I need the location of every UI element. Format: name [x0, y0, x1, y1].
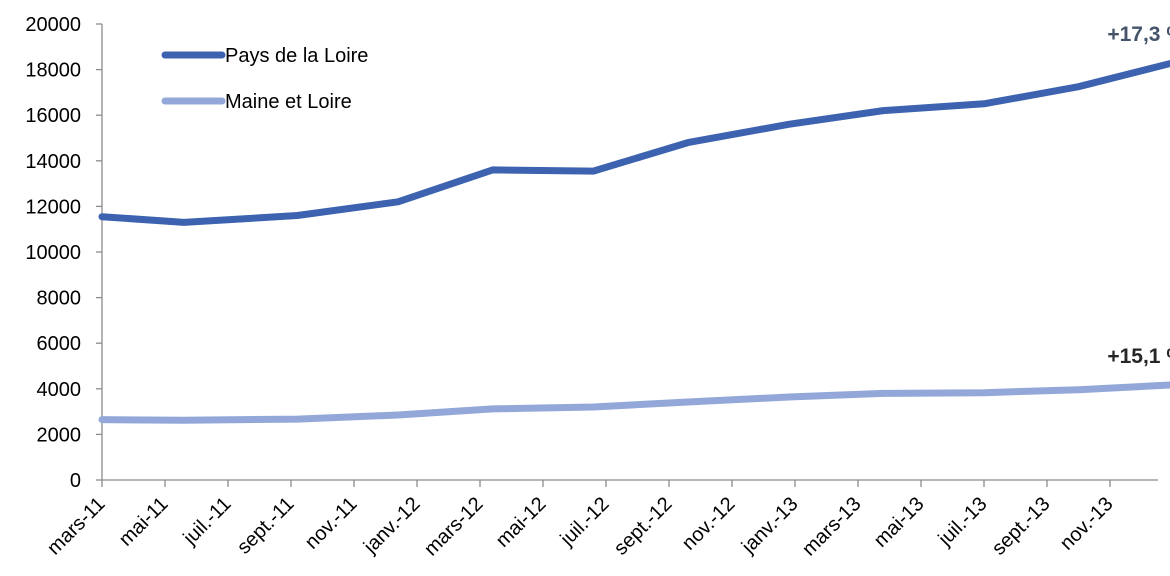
x-tick-label: janv.-13	[737, 493, 803, 559]
series-annotation-1: +15,1 %	[1107, 345, 1170, 368]
x-tick-label: sept.-13	[988, 493, 1055, 560]
y-tick-label: 4000	[37, 379, 82, 401]
x-tick-label: nov.-12	[678, 493, 740, 555]
y-tick-label: 20000	[25, 14, 81, 36]
y-tick-label: 16000	[25, 105, 81, 127]
y-axis: 0 2000 4000 6000 8000 10000 12000 14000 16000 180…	[25, 14, 103, 492]
x-tick-label: sept.-11	[233, 493, 299, 559]
y-tick-label: 6000	[37, 333, 82, 355]
y-tick-label: 10000	[25, 242, 81, 264]
series-layer	[98, 59, 1170, 424]
series-annotation-0: +17,3 %	[1107, 23, 1170, 46]
legend-label-1: Maine et Loire	[225, 91, 352, 113]
y-tick-label: 2000	[37, 424, 82, 446]
x-tick-label: sept.-12	[610, 493, 677, 560]
x-tick-label: mai-11	[115, 493, 173, 551]
y-tick-label: 12000	[25, 196, 81, 218]
x-tick-label: mars-13	[798, 493, 865, 560]
series-line-1	[98, 381, 1170, 424]
y-tick-label: 8000	[37, 288, 82, 310]
x-tick-label: mai-12	[492, 493, 551, 552]
x-tick-label: janv.-12	[359, 493, 425, 559]
y-tick-label: 18000	[25, 60, 81, 82]
y-tick-label: 0	[70, 470, 81, 492]
series-line-0	[98, 59, 1170, 226]
legend-label-0: Pays de la Loire	[225, 45, 368, 67]
y-tick-label: 14000	[25, 151, 81, 173]
x-tick-label: juil.-12	[556, 493, 614, 551]
x-tick-label: juil.-13	[934, 493, 992, 551]
annotations: +17,3 % +15,1 %	[1107, 23, 1170, 368]
x-tick-label: mars-11	[43, 493, 109, 559]
x-tick-label: juil.-11	[179, 493, 236, 550]
x-tick-label: mars-12	[420, 493, 487, 560]
legend: Pays de la Loire Maine et Loire	[161, 45, 368, 113]
x-tick-label: nov.-13	[1056, 493, 1118, 555]
x-tick-label: nov.-11	[301, 493, 362, 554]
x-tick-label: mai-13	[870, 493, 929, 552]
